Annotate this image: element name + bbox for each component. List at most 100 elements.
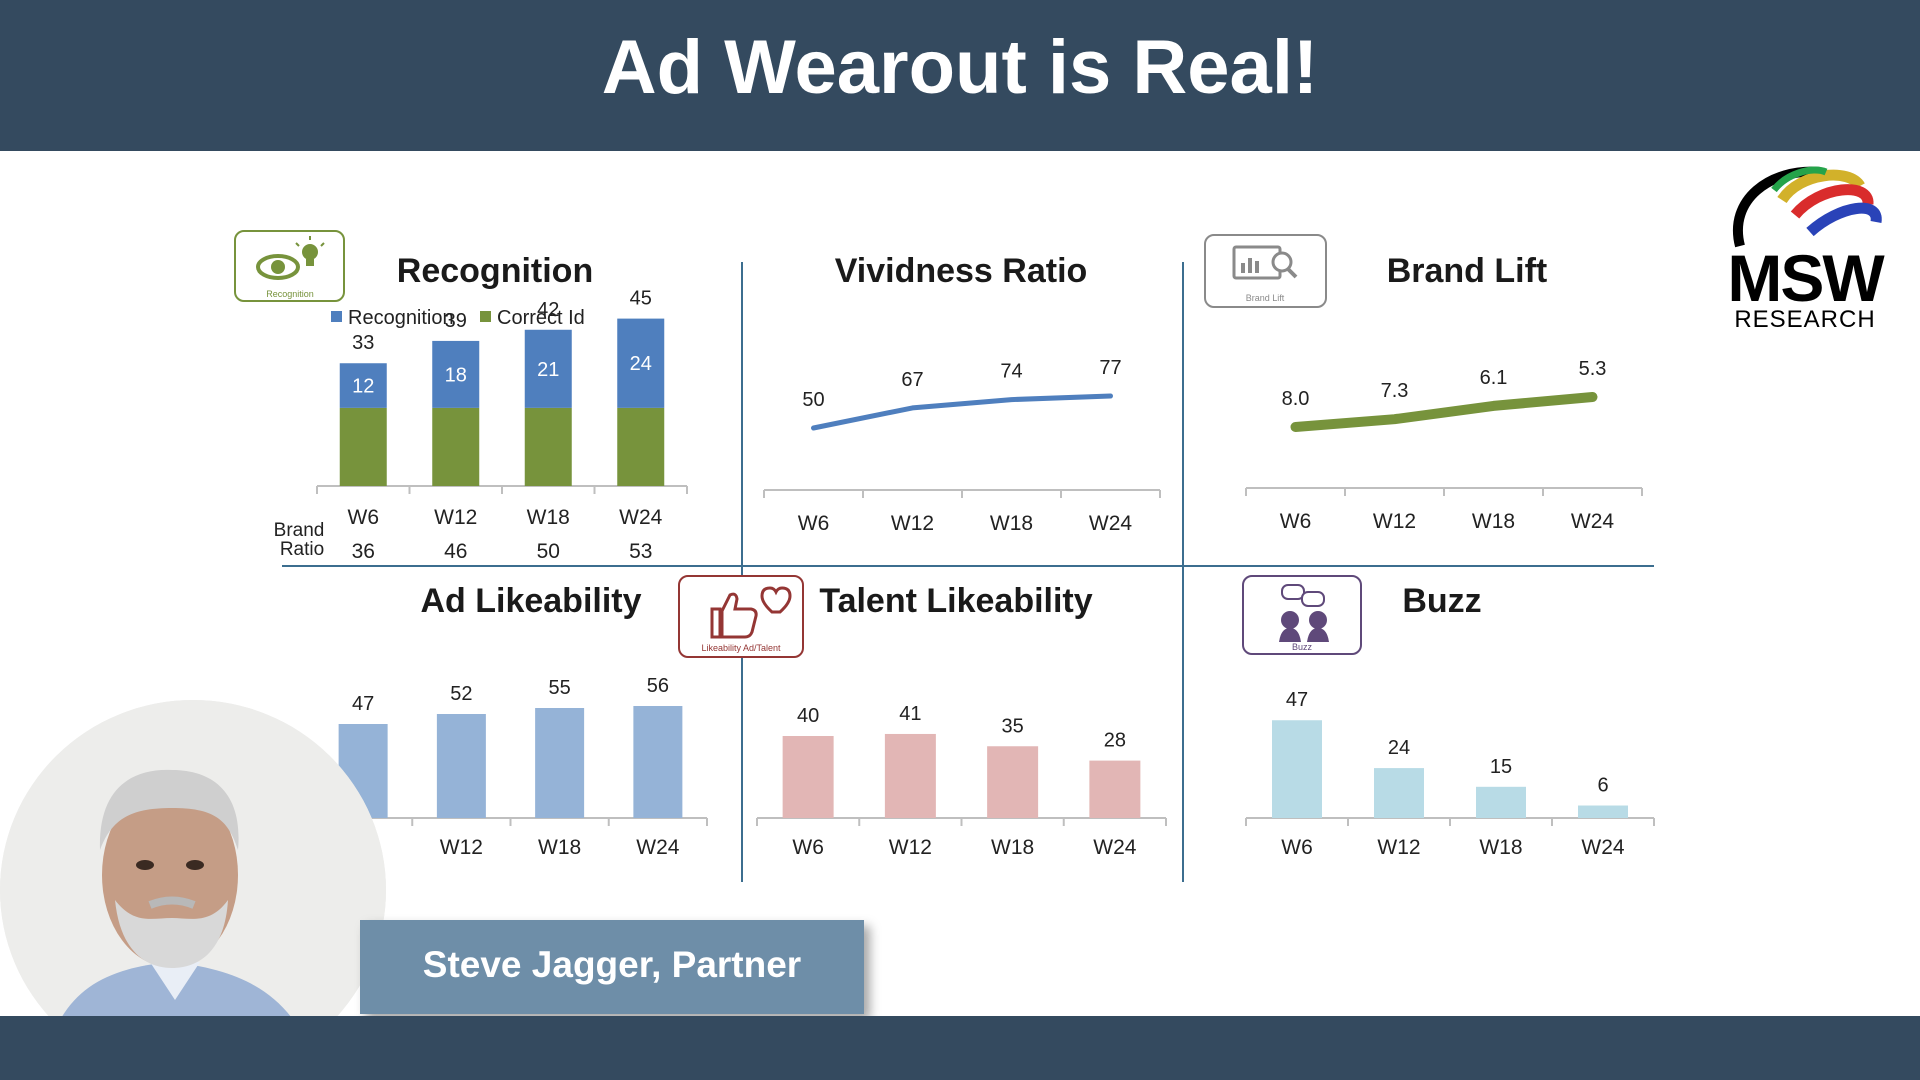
vividness-tick-label: W24 bbox=[1089, 512, 1133, 535]
recognition-segment-label: 24 bbox=[630, 353, 652, 375]
ad-likeability-value-label: 56 bbox=[647, 675, 669, 697]
brand-lift-series-line bbox=[1290, 392, 1598, 432]
buzz-tick-label: W24 bbox=[1581, 836, 1625, 859]
monitor-magnifier-icon: Brand Lift bbox=[1204, 234, 1327, 308]
brand-lift-point bbox=[1294, 426, 1297, 428]
msw-research-logo: MSW RESEARCH bbox=[1700, 160, 1910, 333]
logo-name: MSW bbox=[1727, 241, 1884, 315]
recognition-icon-caption: Recognition bbox=[266, 289, 314, 299]
brand-ratio-label-line2: Ratio bbox=[280, 539, 324, 560]
legend-swatch-recognition bbox=[331, 311, 342, 322]
recognition-total-label: 45 bbox=[630, 288, 652, 310]
buzz-tick-label: W18 bbox=[1479, 836, 1522, 859]
recognition-bar-recognition bbox=[339, 363, 387, 408]
talent-likeability-tick-label: W24 bbox=[1093, 836, 1137, 859]
brand-lift-point bbox=[1393, 418, 1396, 421]
buzz-tick-label: W12 bbox=[1377, 836, 1420, 859]
ad-likeability-tick-label: W12 bbox=[440, 836, 483, 859]
ad-likeability-bar bbox=[633, 706, 683, 818]
recognition-tick-label: W24 bbox=[619, 506, 663, 529]
recognition-tick-label: W6 bbox=[348, 506, 380, 529]
ad-likeability-value-label: 55 bbox=[549, 677, 571, 699]
buzz-value-label: 15 bbox=[1490, 756, 1512, 778]
logo-arcs bbox=[1733, 166, 1882, 248]
vividness-series-line bbox=[811, 393, 1113, 431]
vividness-point bbox=[1010, 398, 1013, 401]
brand-lift-tick-label: W12 bbox=[1373, 510, 1416, 533]
buzz-bar bbox=[1374, 768, 1424, 818]
vividness-value-label: 50 bbox=[802, 389, 824, 411]
vividness-tick-label: W18 bbox=[990, 512, 1033, 535]
recognition-brand-ratio-value: 46 bbox=[444, 540, 467, 563]
recognition-segment-label: 18 bbox=[445, 364, 467, 386]
talent-likeability-tick-label: W12 bbox=[889, 836, 932, 859]
buzz-bar bbox=[1272, 720, 1322, 818]
brand-lift-point bbox=[1591, 396, 1594, 398]
recognition-bar-recognition bbox=[617, 318, 665, 408]
vividness-tick-label: W12 bbox=[891, 512, 934, 535]
brand-lift-tick-label: W6 bbox=[1280, 510, 1312, 533]
brand-lift-tick-label: W18 bbox=[1472, 510, 1515, 533]
title-bar: Ad Wearout is Real! bbox=[0, 0, 1920, 151]
recognition-bar-correct-id bbox=[432, 407, 480, 486]
recognition-segment-label: 12 bbox=[352, 376, 374, 398]
presenter-name-banner: Steve Jagger, Partner bbox=[360, 920, 864, 1014]
buzz-bar bbox=[1476, 786, 1526, 818]
ad-likeability-value-label: 47 bbox=[352, 693, 374, 715]
brand-lift-value-label: 6.1 bbox=[1480, 367, 1508, 389]
legend-label-recognition: Recognition bbox=[348, 307, 454, 329]
presenter-name: Steve Jagger, Partner bbox=[422, 944, 802, 985]
legend-swatch-correct-id bbox=[480, 311, 491, 322]
ad-likeability-title: Ad Likeability bbox=[420, 582, 641, 620]
buzz-value-label: 47 bbox=[1286, 689, 1308, 711]
brand-lift-point bbox=[1492, 404, 1495, 407]
likeability-icon-caption: Likeability Ad/Talent bbox=[701, 643, 781, 653]
recognition-brand-ratio-value: 53 bbox=[629, 540, 652, 563]
people-talking-icon: Buzz bbox=[1242, 575, 1362, 655]
chart-layer: 12 33 36 18 39 46 21 42 50 24 45 53 W6 W12 W18 W24 50 67 7… bbox=[313, 288, 1655, 859]
ad-likeability-tick-label: W18 bbox=[538, 836, 581, 859]
recognition-segment-label: 21 bbox=[537, 359, 559, 381]
talent-likeability-value-label: 35 bbox=[1002, 715, 1024, 737]
recognition-total-label: 33 bbox=[352, 332, 374, 354]
thumbs-up-heart-icon: Likeability Ad/Talent bbox=[678, 575, 804, 658]
brand-lift-icon-caption: Brand Lift bbox=[1246, 293, 1285, 303]
talent-likeability-bar bbox=[987, 746, 1039, 818]
buzz-title: Buzz bbox=[1402, 582, 1481, 620]
vividness-value-label: 74 bbox=[1000, 361, 1022, 383]
talent-likeability-tick-label: W18 bbox=[991, 836, 1034, 859]
recognition-bar-correct-id bbox=[617, 407, 665, 486]
bottom-bar bbox=[0, 1016, 1920, 1080]
vividness-point bbox=[911, 406, 914, 409]
recognition-total-label: 42 bbox=[537, 299, 559, 321]
recognition-bar-correct-id bbox=[524, 407, 572, 486]
brand-lift-value-label: 7.3 bbox=[1381, 380, 1409, 402]
buzz-icon-caption: Buzz bbox=[1292, 642, 1313, 652]
ad-likeability-tick-label: W24 bbox=[636, 836, 680, 859]
talent-likeability-bar bbox=[884, 733, 936, 818]
vividness-ratio-title: Vividness Ratio bbox=[835, 252, 1088, 290]
vividness-tick-label: W6 bbox=[798, 512, 830, 535]
recognition-title: Recognition bbox=[397, 252, 593, 290]
eye-lightbulb-icon: Recognition bbox=[234, 230, 345, 302]
talent-likeability-value-label: 41 bbox=[899, 703, 921, 725]
recognition-total-label: 39 bbox=[445, 310, 467, 332]
brand-lift-title: Brand Lift bbox=[1387, 252, 1548, 290]
buzz-value-label: 6 bbox=[1597, 775, 1608, 797]
recognition-bar-correct-id bbox=[339, 407, 387, 486]
brand-lift-value-label: 5.3 bbox=[1579, 358, 1607, 380]
buzz-bar bbox=[1578, 805, 1628, 818]
recognition-tick-label: W12 bbox=[434, 506, 477, 529]
recognition-brand-ratio-value: 50 bbox=[537, 540, 560, 563]
brand-lift-tick-label: W24 bbox=[1571, 510, 1615, 533]
recognition-tick-label: W18 bbox=[527, 506, 570, 529]
recognition-brand-ratio-value: 36 bbox=[352, 540, 375, 563]
vividness-value-label: 67 bbox=[901, 369, 923, 391]
vividness-point bbox=[812, 427, 815, 429]
talent-likeability-tick-label: W6 bbox=[792, 836, 824, 859]
recognition-bar-recognition bbox=[524, 329, 572, 408]
talent-likeability-value-label: 28 bbox=[1104, 730, 1126, 752]
ad-likeability-bar bbox=[535, 708, 585, 818]
slide-title: Ad Wearout is Real! bbox=[601, 25, 1319, 110]
